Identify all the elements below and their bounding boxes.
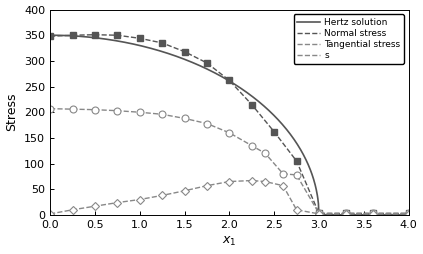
Normal stress: [316, 212, 321, 215]
Normal stress: [70, 34, 75, 37]
s: [263, 180, 268, 183]
Tangential stress: [92, 108, 97, 111]
Tangential stress: [406, 212, 411, 215]
Tangential stress: [227, 131, 232, 134]
Hertz solution: [47, 34, 52, 37]
Line: s: s: [50, 181, 409, 214]
s: [343, 212, 349, 215]
s: [92, 205, 97, 208]
Tangential stress: [47, 107, 52, 110]
Normal stress: [249, 103, 254, 106]
Hertz solution: [187, 60, 192, 63]
Tangential stress: [249, 144, 254, 147]
s: [204, 184, 209, 187]
s: [47, 212, 52, 215]
Normal stress: [370, 212, 375, 215]
Tangential stress: [316, 212, 321, 215]
Normal stress: [227, 79, 232, 82]
Hertz solution: [94, 37, 99, 40]
Hertz solution: [316, 213, 321, 216]
Hertz solution: [249, 94, 254, 98]
Tangential stress: [182, 117, 187, 120]
Hertz solution: [145, 46, 150, 49]
Tangential stress: [115, 109, 120, 112]
s: [159, 194, 165, 197]
X-axis label: $x_1$: $x_1$: [222, 235, 236, 248]
s: [115, 201, 120, 204]
Tangential stress: [280, 172, 286, 175]
s: [294, 208, 299, 211]
Normal stress: [294, 160, 299, 163]
s: [406, 212, 411, 215]
Normal stress: [92, 33, 97, 36]
Tangential stress: [263, 152, 268, 155]
Normal stress: [137, 37, 142, 40]
Normal stress: [204, 61, 209, 65]
Tangential stress: [370, 212, 375, 215]
s: [137, 198, 142, 201]
s: [249, 179, 254, 182]
s: [227, 180, 232, 183]
Y-axis label: Stress: Stress: [5, 93, 19, 132]
s: [70, 208, 75, 211]
Normal stress: [343, 212, 349, 215]
Tangential stress: [137, 111, 142, 114]
s: [316, 212, 321, 215]
Normal stress: [47, 35, 52, 38]
Tangential stress: [70, 108, 75, 111]
Normal stress: [115, 34, 120, 37]
Normal stress: [406, 212, 411, 215]
Tangential stress: [204, 122, 209, 125]
Tangential stress: [343, 212, 349, 215]
Hertz solution: [222, 76, 227, 80]
Hertz solution: [406, 213, 411, 216]
Tangential stress: [159, 113, 165, 116]
Normal stress: [159, 41, 165, 44]
Hertz solution: [148, 47, 154, 50]
s: [280, 184, 286, 187]
Line: Tangential stress: Tangential stress: [50, 109, 409, 213]
Line: Hertz solution: Hertz solution: [50, 35, 409, 215]
Tangential stress: [294, 173, 299, 177]
Legend: Hertz solution, Normal stress, Tangential stress, s: Hertz solution, Normal stress, Tangentia…: [294, 14, 404, 64]
Normal stress: [182, 50, 187, 53]
s: [182, 189, 187, 192]
Normal stress: [272, 130, 277, 133]
Line: Normal stress: Normal stress: [50, 35, 409, 213]
s: [370, 212, 375, 215]
